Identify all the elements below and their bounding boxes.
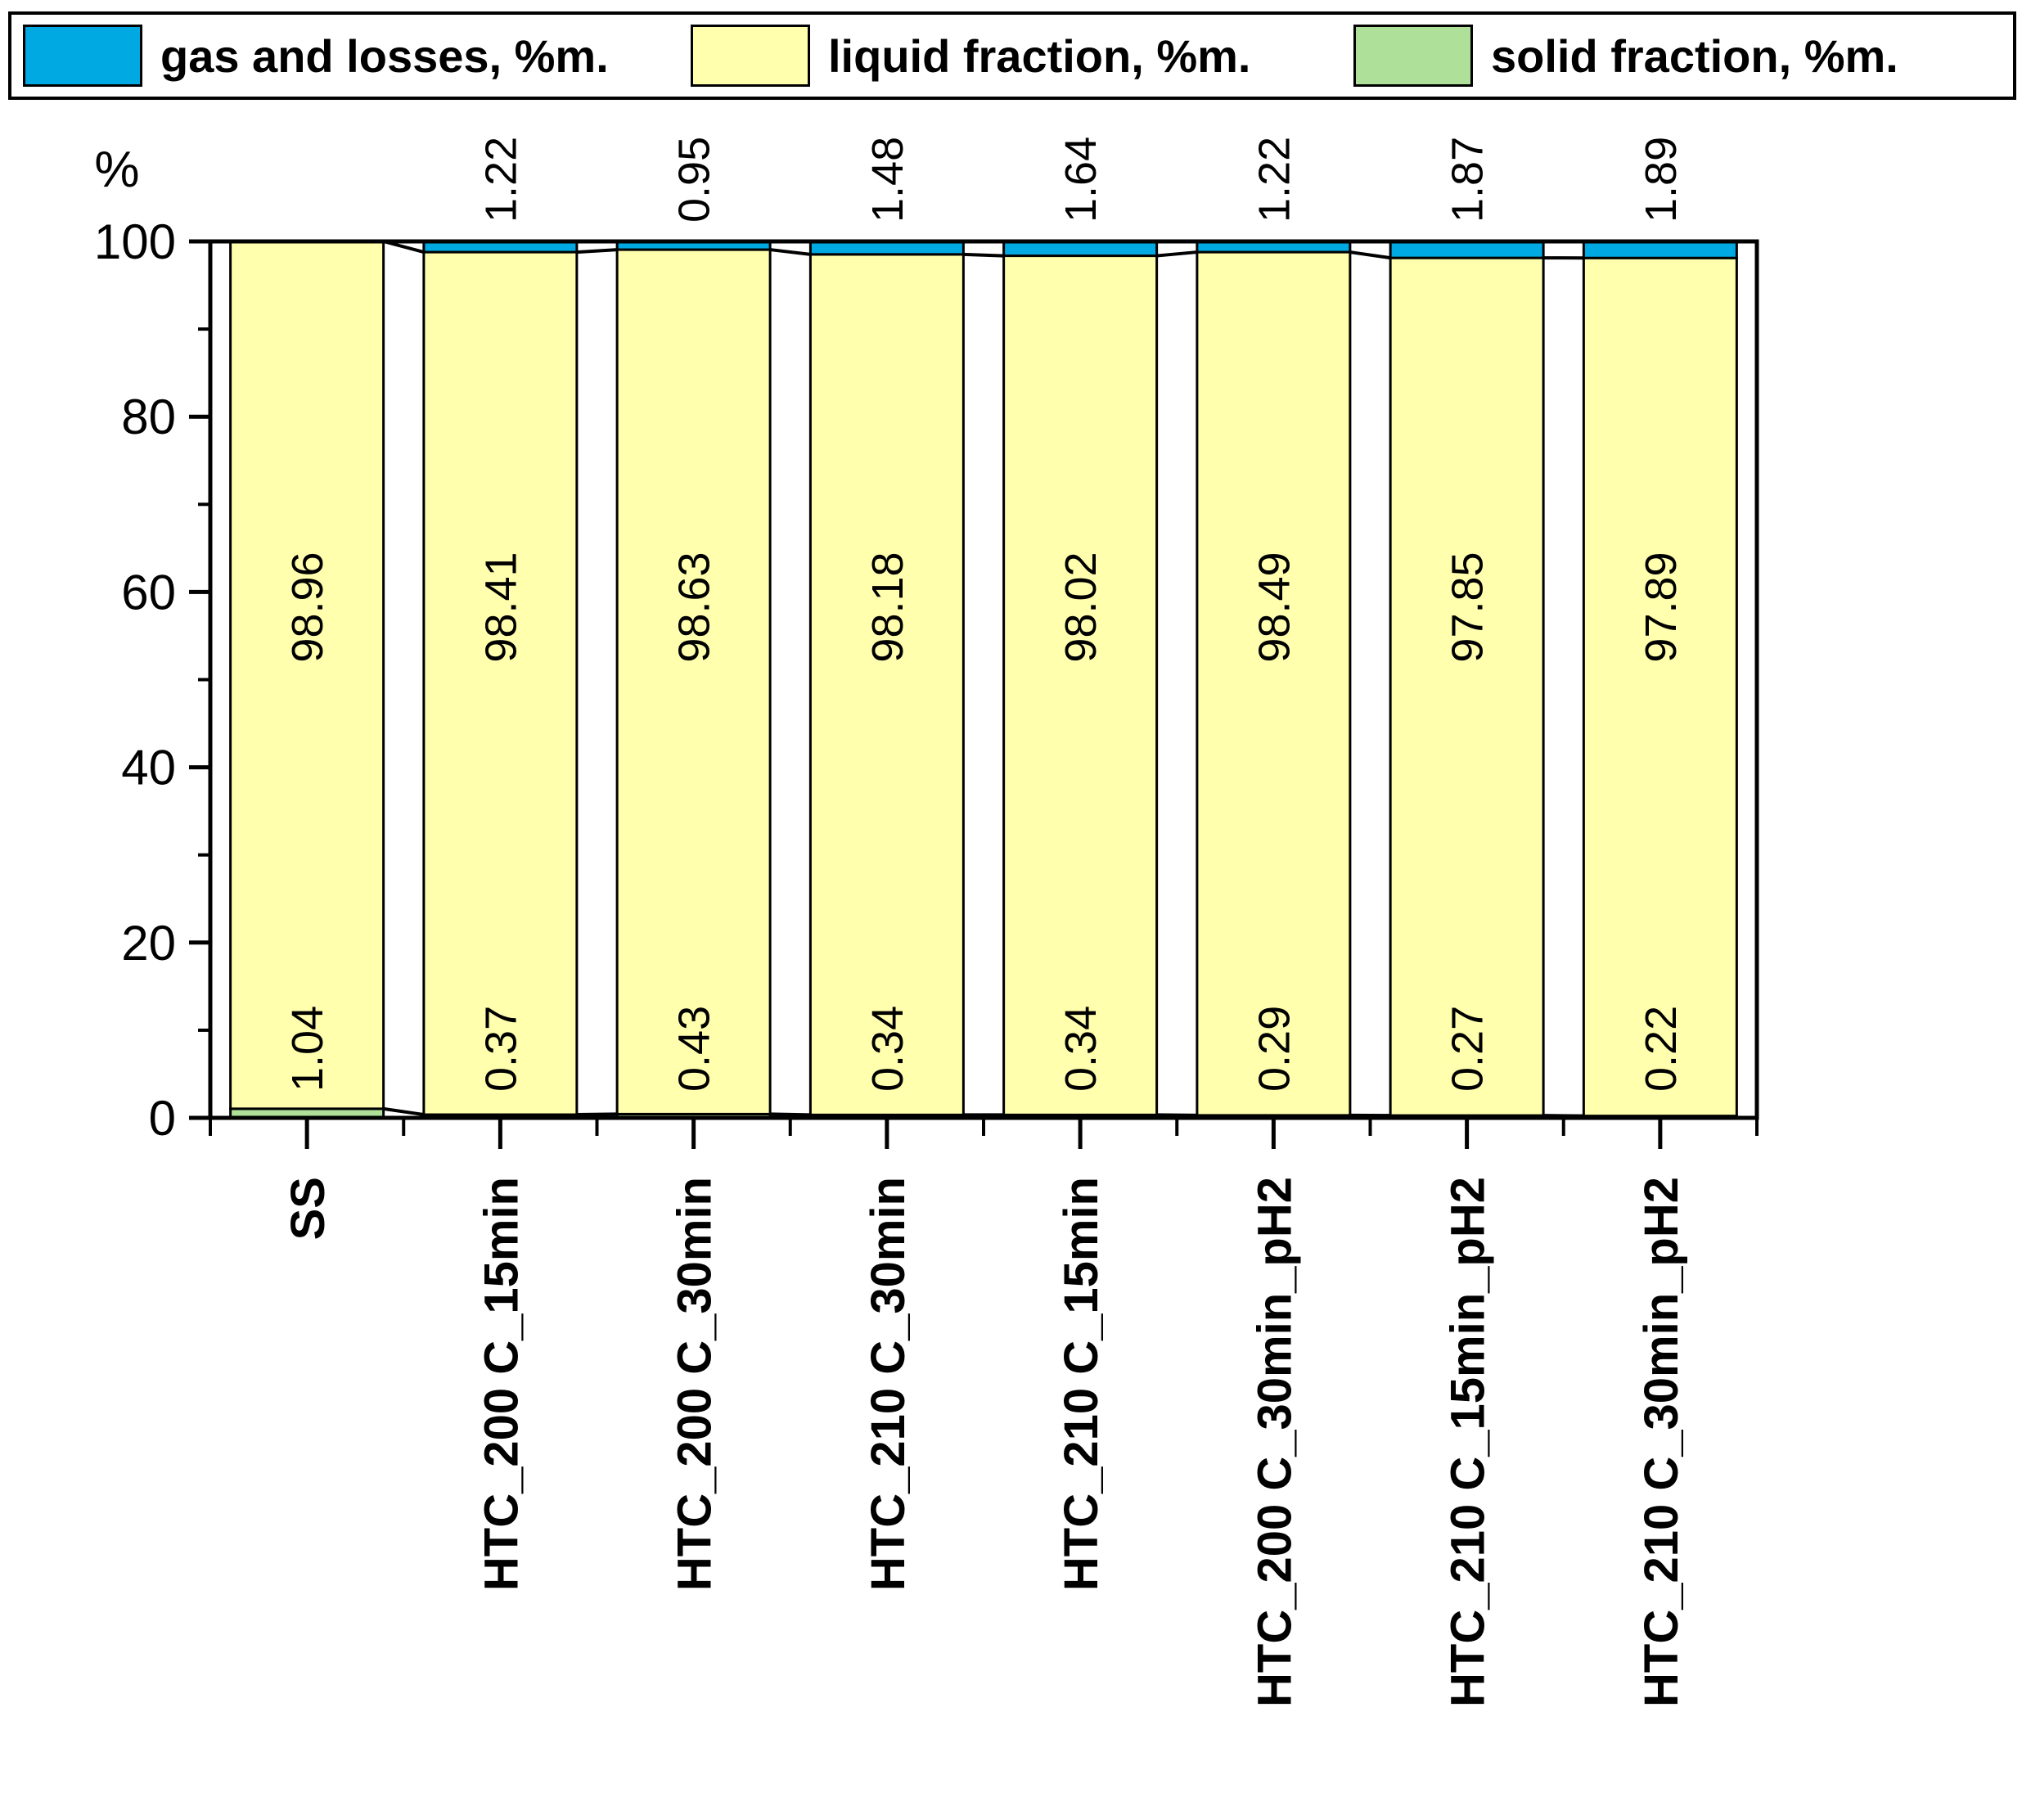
y-tick-label: 100	[94, 214, 176, 269]
legend-item-liquid: liquid fraction, %m.	[691, 15, 1250, 97]
bar-segment	[1582, 240, 1738, 259]
y-tick-label: 60	[121, 565, 176, 619]
solid-value-label: 1.04	[283, 1006, 332, 1092]
x-category-label: HTC_200 C_30min	[669, 1177, 722, 1591]
bar-segment	[1002, 240, 1159, 258]
connector-line	[383, 1106, 425, 1117]
connector-line	[769, 248, 811, 256]
bar-segment	[1002, 255, 1159, 1116]
gas-value-label: 1.48	[863, 137, 912, 223]
y-tick-label: 0	[149, 1091, 176, 1146]
liquid-swatch	[691, 25, 810, 87]
liquid-value-label: 98.63	[670, 552, 719, 662]
bar-segment	[1582, 256, 1738, 1118]
gas-swatch	[23, 25, 142, 87]
bar-segment	[1196, 250, 1352, 1117]
liquid-value-label: 98.02	[1056, 552, 1106, 662]
legend-item-solid: solid fraction, %m.	[1353, 15, 1898, 97]
solid-value-label: 0.27	[1443, 1006, 1493, 1092]
bar-segment	[808, 253, 965, 1116]
gas-value-label: 1.64	[1056, 137, 1106, 223]
y-tick-label: 20	[121, 916, 176, 971]
legend-label-gas: gas and losses, %m.	[160, 29, 609, 82]
bar-segment	[1389, 256, 1545, 1117]
liquid-value-label: 97.89	[1637, 552, 1686, 662]
connector-line	[1156, 250, 1198, 258]
gas-value-label: 1.22	[476, 137, 525, 223]
liquid-value-label: 98.18	[863, 552, 912, 662]
solid-value-label: 0.37	[476, 1006, 525, 1092]
legend-item-gas: gas and losses, %m.	[23, 15, 609, 97]
solid-value-label: 0.43	[670, 1006, 719, 1092]
x-category-label: HTC_210 C_30min	[862, 1177, 915, 1591]
solid-swatch	[1353, 25, 1473, 87]
x-category-label: HTC_210 C_15min	[1055, 1177, 1108, 1591]
legend-label-solid: solid fraction, %m.	[1491, 29, 1898, 82]
x-category-label: HTC_210 C_15min_pH2	[1442, 1177, 1495, 1707]
connector-line	[576, 1112, 618, 1117]
liquid-value-label: 98.49	[1250, 552, 1299, 662]
legend-label-liquid: liquid fraction, %m.	[828, 29, 1251, 82]
connector-line	[576, 248, 618, 255]
liquid-value-label: 97.85	[1443, 552, 1493, 662]
gas-value-label: 0.95	[670, 137, 719, 223]
y-tick-label: 40	[121, 741, 176, 795]
x-category-label: HTC_200 C_15min	[475, 1177, 528, 1591]
bar-segment	[1389, 240, 1545, 259]
gas-value-label: 1.89	[1637, 137, 1686, 223]
x-category-label: HTC_210 C_30min_pH2	[1635, 1177, 1688, 1707]
liquid-value-label: 98.41	[476, 552, 525, 662]
connector-line	[770, 1112, 811, 1117]
y-tick-label: 80	[121, 390, 176, 444]
connector-line	[963, 252, 1004, 258]
bar-segment	[615, 248, 772, 1115]
legend: gas and losses, %m. liquid fraction, %m.…	[8, 11, 2016, 100]
solid-value-label: 0.22	[1637, 1006, 1686, 1092]
y-axis-title: %	[94, 142, 139, 198]
gas-value-label: 1.87	[1443, 137, 1493, 223]
plot-frame	[208, 239, 1759, 1120]
bar-segment	[229, 240, 385, 1110]
connector-line	[1349, 250, 1391, 260]
x-category-label: SS	[281, 1177, 335, 1240]
liquid-value-label: 98.96	[283, 552, 332, 662]
solid-value-label: 0.29	[1250, 1006, 1299, 1092]
bar-segment	[422, 250, 579, 1116]
x-category-label: HTC_200 C_30min_pH2	[1248, 1177, 1301, 1707]
gas-value-label: 1.22	[1250, 137, 1299, 223]
solid-value-label: 0.34	[863, 1006, 912, 1092]
solid-value-label: 0.34	[1056, 1006, 1106, 1092]
